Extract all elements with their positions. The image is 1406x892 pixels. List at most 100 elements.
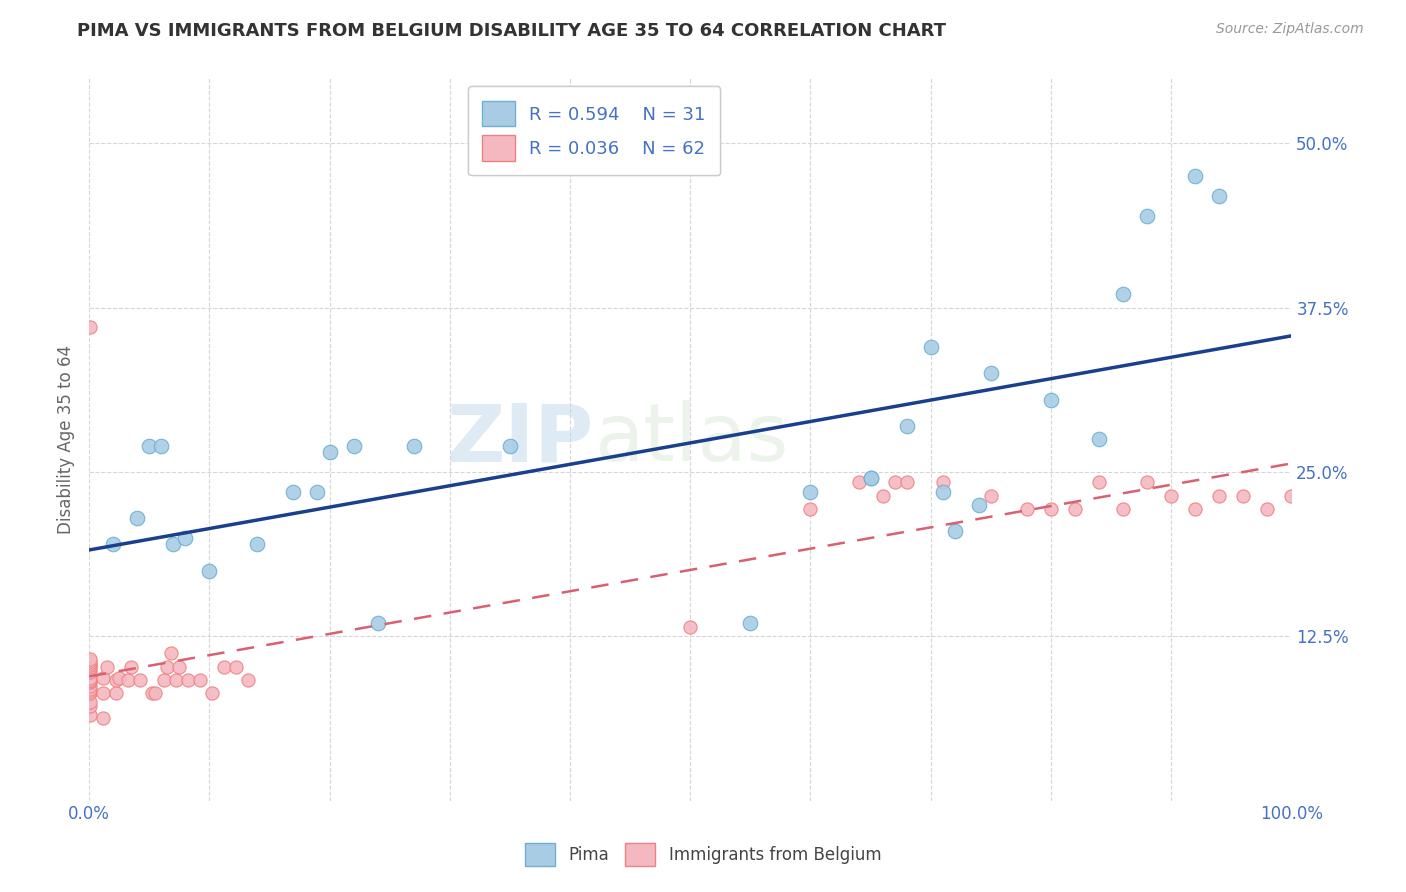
Legend: Pima, Immigrants from Belgium: Pima, Immigrants from Belgium (516, 835, 890, 875)
Point (104, 673, 127, 687)
Point (143, 686, 166, 700)
Point (176, 673, 198, 687)
Point (920, 340, 942, 354)
Point (943, 524, 966, 538)
Point (307, 484, 329, 499)
Point (101, 537, 124, 551)
Point (1088, 475, 1111, 490)
Point (883, 475, 905, 490)
Point (79, 659, 101, 673)
Point (402, 439, 425, 453)
Text: PIMA VS IMMIGRANTS FROM BELGIUM DISABILITY AGE 35 TO 64 CORRELATION CHART: PIMA VS IMMIGRANTS FROM BELGIUM DISABILI… (77, 22, 946, 40)
Point (1208, 489, 1230, 503)
Point (79, 658, 101, 673)
Point (1232, 489, 1254, 503)
Point (848, 475, 870, 490)
Point (79, 665, 101, 679)
Point (931, 475, 953, 490)
Point (79, 673, 101, 687)
Point (1208, 188, 1230, 202)
Point (79, 708, 101, 723)
Point (79, 695, 101, 709)
Legend: R = 0.594    N = 31, R = 0.036    N = 62: R = 0.594 N = 31, R = 0.036 N = 62 (468, 87, 720, 176)
Point (799, 484, 821, 499)
Point (980, 366, 1002, 380)
Point (679, 620, 702, 634)
Point (79, 662, 101, 676)
Point (342, 439, 364, 453)
Point (967, 498, 990, 512)
Point (96, 659, 118, 673)
Point (79, 651, 101, 665)
Point (896, 475, 918, 490)
Point (79, 656, 101, 670)
Point (156, 659, 179, 673)
Point (120, 659, 142, 673)
Point (225, 659, 247, 673)
Point (1064, 501, 1087, 516)
Point (1136, 475, 1159, 490)
Point (980, 489, 1002, 503)
Text: atlas: atlas (593, 400, 789, 478)
Point (1039, 392, 1062, 407)
Point (188, 673, 211, 687)
Point (1184, 501, 1206, 516)
Point (1112, 287, 1135, 301)
Text: ZIP: ZIP (447, 400, 593, 478)
Point (79, 671, 101, 685)
Point (859, 471, 882, 485)
Point (367, 616, 389, 631)
Point (79, 673, 101, 688)
Point (79, 654, 101, 668)
Point (152, 673, 174, 687)
Point (93, 686, 115, 700)
Point (201, 686, 224, 700)
Point (79, 675, 101, 690)
Point (141, 686, 163, 700)
Point (896, 418, 918, 433)
Point (93, 711, 115, 725)
Point (499, 439, 522, 453)
Point (150, 439, 173, 453)
Point (108, 671, 131, 685)
Point (138, 439, 160, 453)
Point (1279, 489, 1302, 503)
Point (236, 673, 259, 687)
Point (799, 501, 821, 516)
Point (79, 684, 101, 698)
Point (1160, 489, 1182, 503)
Point (1256, 501, 1278, 516)
Point (104, 686, 127, 700)
Point (79, 686, 101, 700)
Point (174, 531, 197, 545)
Point (198, 564, 221, 578)
Point (167, 659, 190, 673)
Point (1112, 501, 1135, 516)
Point (117, 673, 139, 687)
Point (79, 681, 101, 696)
Point (740, 616, 762, 631)
Point (246, 537, 269, 551)
Point (283, 484, 305, 499)
Point (318, 445, 340, 459)
Point (1184, 169, 1206, 183)
Point (212, 659, 235, 673)
Point (931, 484, 953, 499)
Text: Source: ZipAtlas.com: Source: ZipAtlas.com (1216, 22, 1364, 37)
Point (162, 537, 184, 551)
Point (165, 673, 187, 687)
Point (1088, 432, 1111, 446)
Point (127, 511, 149, 525)
Point (79, 698, 101, 713)
Point (1039, 501, 1062, 516)
Point (872, 489, 894, 503)
Point (859, 471, 882, 485)
Point (79, 679, 101, 693)
Point (1015, 501, 1038, 516)
Point (159, 646, 181, 660)
Point (1136, 209, 1159, 223)
Point (128, 673, 150, 687)
Y-axis label: Disability Age 35 to 64: Disability Age 35 to 64 (58, 344, 75, 533)
Point (79, 320, 101, 334)
Point (93, 671, 115, 685)
